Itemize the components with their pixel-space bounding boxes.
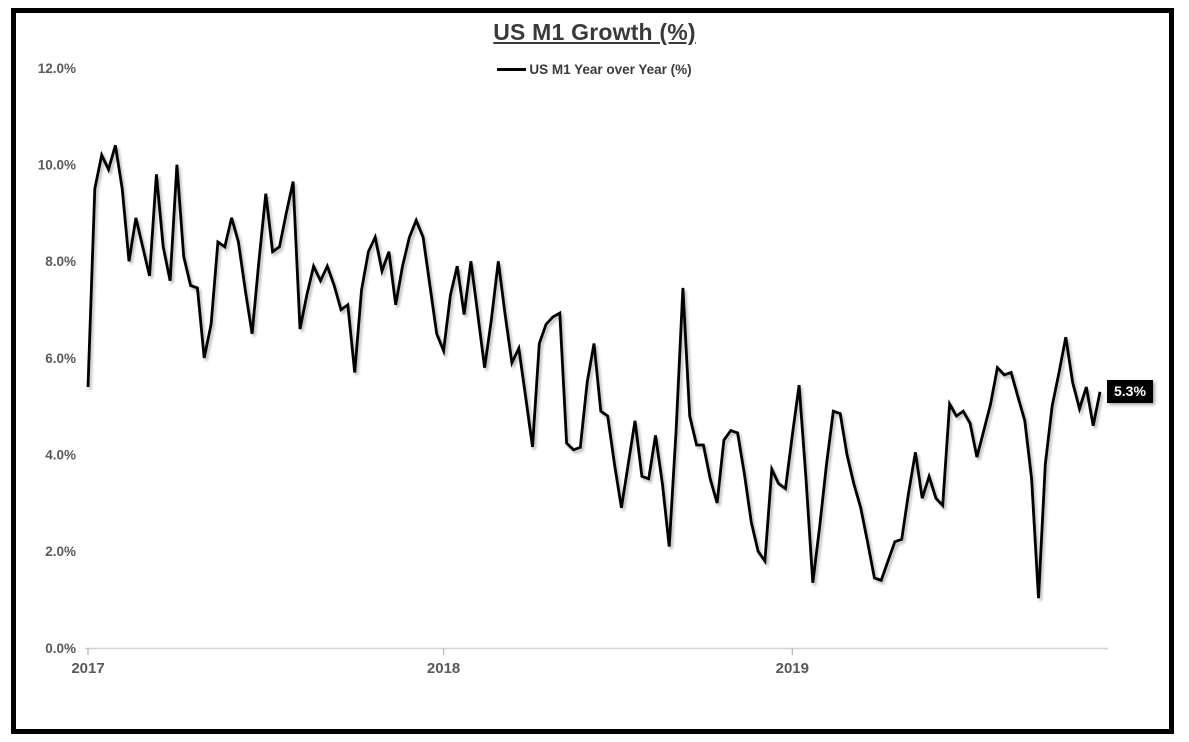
y-axis-tick-label: 4.0%: [45, 448, 76, 463]
legend-series-label: US M1 Year over Year (%): [529, 62, 692, 77]
y-axis-tick-label: 0.0%: [45, 641, 76, 656]
y-axis-tick-label: 6.0%: [45, 351, 76, 366]
x-axis-tick-label: 2017: [71, 660, 104, 677]
series-line-us-m1-yoy: [86, 144, 1102, 599]
legend-line-marker-icon: [497, 68, 527, 71]
x-axis-tick-label: 2018: [427, 660, 460, 677]
legend: US M1 Year over Year (%): [0, 62, 1189, 77]
x-axis-tick-labels: 2017 2018 2019: [71, 648, 809, 677]
y-axis-tick-labels: 0.0% 2.0% 4.0% 6.0% 8.0% 10.0% 12.0%: [38, 61, 76, 656]
chart-title: US M1 Growth (%): [493, 19, 696, 45]
last-point-data-label: 5.3%: [1107, 380, 1153, 403]
y-axis-tick-label: 2.0%: [45, 544, 76, 559]
x-axis-tick-label: 2019: [776, 660, 809, 677]
y-axis-tick-label: 8.0%: [45, 254, 76, 269]
y-axis-tick-label: 10.0%: [38, 158, 76, 173]
y-axis-tick-label: 12.0%: [38, 61, 76, 76]
